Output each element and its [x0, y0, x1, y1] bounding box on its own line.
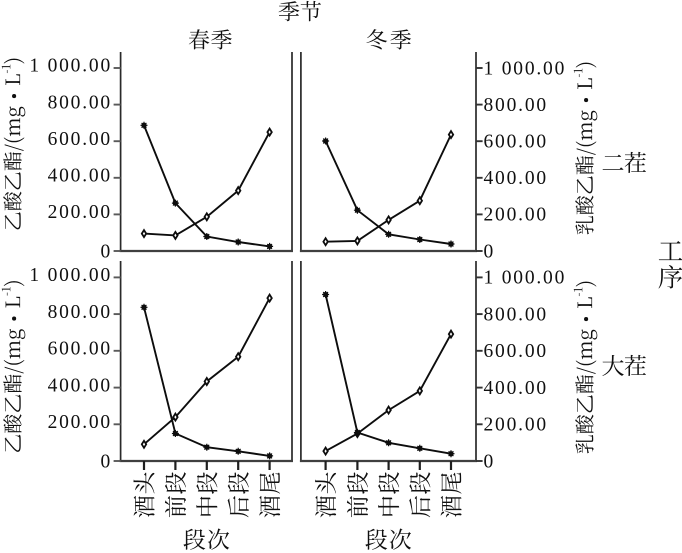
svg-text:0: 0 [484, 241, 496, 262]
svg-text:600.00: 600.00 [48, 129, 112, 150]
svg-text:800.00: 800.00 [484, 304, 548, 325]
svg-text:200.00: 200.00 [484, 205, 548, 226]
svg-text:200.00: 200.00 [48, 202, 112, 223]
svg-text:1 000.00: 1 000.00 [484, 268, 567, 289]
svg-text:400.00: 400.00 [484, 168, 548, 189]
svg-text:600.00: 600.00 [484, 341, 548, 362]
svg-text:0: 0 [100, 241, 112, 262]
svg-text:0: 0 [484, 451, 496, 472]
svg-text:800.00: 800.00 [48, 302, 112, 323]
svg-text:400.00: 400.00 [48, 375, 112, 396]
svg-text:1 000.00: 1 000.00 [29, 56, 112, 77]
svg-text:1 000.00: 1 000.00 [484, 58, 567, 79]
svg-text:800.00: 800.00 [484, 95, 548, 116]
svg-text:0: 0 [100, 451, 112, 472]
svg-text:200.00: 200.00 [48, 412, 112, 433]
svg-text:800.00: 800.00 [48, 92, 112, 113]
svg-text:200.00: 200.00 [484, 415, 548, 436]
svg-text:1 000.00: 1 000.00 [29, 265, 112, 286]
svg-text:600.00: 600.00 [484, 132, 548, 153]
svg-text:600.00: 600.00 [48, 339, 112, 360]
svg-text:400.00: 400.00 [484, 378, 548, 399]
svg-text:400.00: 400.00 [48, 166, 112, 187]
